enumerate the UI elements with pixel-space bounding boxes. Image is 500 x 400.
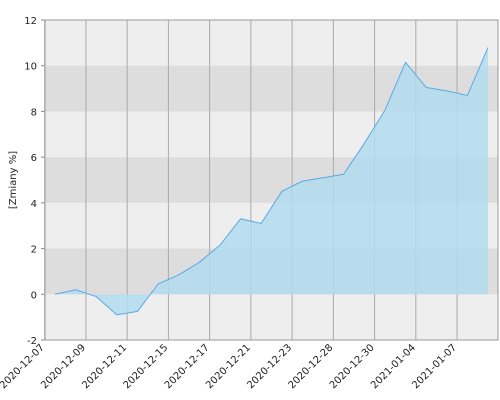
y-tick-label: 2 bbox=[31, 245, 37, 256]
y-tick-label: 6 bbox=[31, 153, 37, 164]
x-tick-label: 2021-01-07 bbox=[410, 342, 459, 391]
y-tick-label: 4 bbox=[31, 199, 37, 210]
line bbox=[54, 47, 489, 316]
y-tick-label: 8 bbox=[31, 107, 37, 118]
y-axis-label: [Zmiany %] bbox=[8, 151, 19, 209]
y-tick-label: 10 bbox=[24, 62, 37, 73]
y-tick-label: 0 bbox=[31, 290, 37, 301]
area bbox=[55, 47, 488, 315]
plot-border bbox=[44, 19, 499, 341]
y-tick-label: 12 bbox=[24, 16, 37, 27]
y-tick-label: -2 bbox=[27, 336, 37, 347]
